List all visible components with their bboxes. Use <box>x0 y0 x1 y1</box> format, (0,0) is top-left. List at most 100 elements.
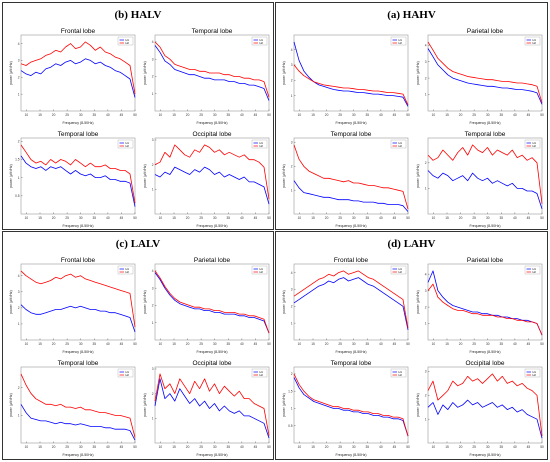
legend-box <box>117 265 134 275</box>
x-tick-label: 45 <box>527 445 531 449</box>
legend-box <box>524 36 541 46</box>
legend-box <box>251 265 268 275</box>
series-line-h2 <box>293 373 409 437</box>
x-tick-label: 20 <box>186 216 190 220</box>
series-line-h2 <box>20 41 136 95</box>
x-tick-label: 30 <box>352 113 356 117</box>
x-tick-label: 40 <box>240 445 244 449</box>
panel-title: (d) LAHV <box>387 238 436 250</box>
y-axis-label: power (µV²/Hz) <box>282 393 286 417</box>
series-line-h1 <box>427 170 543 210</box>
x-tick-label: 20 <box>186 445 190 449</box>
plot-area <box>20 263 136 341</box>
plot-area <box>293 34 409 112</box>
x-axis-label: Frequency (8-50Hz) <box>62 121 93 125</box>
series-line-h2 <box>20 270 136 328</box>
spectrum-chart: Occipital lobe 10 15 20 25 30 35 40 45 50 1 2 3 Frequ… <box>143 360 271 457</box>
y-tick-label: 2 <box>425 305 427 309</box>
x-tick-label: 30 <box>79 216 83 220</box>
x-tick-label: 10 <box>298 445 302 449</box>
x-tick-label: 50 <box>540 216 544 220</box>
series-line-h1 <box>427 399 543 439</box>
legend-box <box>390 139 407 149</box>
y-tick-label: 4 <box>425 272 427 276</box>
spectrum-chart: Frontal lobe 10 15 20 25 30 35 40 45 50 1 2 3 4 Freque… <box>9 28 137 125</box>
series-line-h2 <box>20 144 136 204</box>
legend-label: H2 <box>399 144 403 148</box>
x-tick-label: 20 <box>459 216 463 220</box>
x-tick-label: 10 <box>298 216 302 220</box>
x-tick-label: 10 <box>298 342 302 346</box>
series-line-h1 <box>154 378 270 439</box>
x-tick-label: 35 <box>366 445 370 449</box>
y-tick-label: 2 <box>291 165 293 169</box>
y-tick-label: 2 <box>18 386 20 390</box>
chart-title: Frontal lobe <box>61 257 96 264</box>
y-axis-label: power (µV²/Hz) <box>9 164 13 188</box>
y-axis-label: power (µV²/Hz) <box>282 164 286 188</box>
spectrum-chart: Temporal lobe 10 15 20 25 30 35 40 45 50 1 2 3 4 Frequ… <box>143 28 271 125</box>
plot-area <box>427 263 543 341</box>
x-tick-label: 20 <box>52 445 56 449</box>
spectrum-chart: 10 15 20 25 30 35 40 45 50 1 2 3 4 Frequency (8-50Hz)… <box>282 34 410 125</box>
series-line-h1 <box>20 404 136 441</box>
y-tick-label: 3 <box>152 57 154 61</box>
x-tick-label: 25 <box>472 113 476 117</box>
x-tick-label: 20 <box>325 216 329 220</box>
spectrum-chart: Frontal lobe 10 15 20 25 30 35 40 45 50 1 2 3 4 Freque… <box>282 257 410 354</box>
legend-label: H1 <box>533 141 537 145</box>
legend-label: H1 <box>260 141 264 145</box>
y-axis-label: power (µV²/Hz) <box>9 290 13 314</box>
x-tick-label: 35 <box>227 113 231 117</box>
legend-label: H2 <box>126 373 130 377</box>
legend-label: H2 <box>399 270 403 274</box>
y-axis-label: power (µV²/Hz) <box>416 290 420 314</box>
chart-title: Temporal lobe <box>58 131 99 138</box>
legend-label: H1 <box>399 38 403 42</box>
x-tick-label: 20 <box>52 216 56 220</box>
x-tick-label: 45 <box>120 342 124 346</box>
x-tick-label: 15 <box>38 342 42 346</box>
y-tick-label: 3 <box>291 63 293 67</box>
x-tick-label: 50 <box>133 445 137 449</box>
y-tick-label: 4 <box>291 271 293 275</box>
legend-box <box>251 36 268 46</box>
x-tick-label: 20 <box>325 445 329 449</box>
x-tick-label: 35 <box>366 342 370 346</box>
panel-hahv: (a) HAHV 10 15 20 25 30 35 40 45 50 1 2 3 4 Frequency… <box>275 2 548 230</box>
x-axis-label: Frequency (8-50Hz) <box>196 224 227 228</box>
y-tick-label: 2 <box>425 394 427 398</box>
spectrum-chart: Temporal lobe 10 15 20 25 30 35 40 45 50 1 2 Frequen… <box>9 360 137 457</box>
y-tick-label: 3 <box>18 59 20 63</box>
x-tick-label: 25 <box>199 342 203 346</box>
x-tick-label: 40 <box>513 342 517 346</box>
y-tick-label: 2 <box>425 76 427 80</box>
x-tick-label: 10 <box>432 342 436 346</box>
chart-title: Occipital lobe <box>192 360 231 367</box>
x-tick-label: 10 <box>298 113 302 117</box>
x-tick-label: 30 <box>486 113 490 117</box>
spectrum-chart: Occipital lobe 10 15 20 25 30 35 40 45 50 1 2 3 Frequ… <box>143 131 271 228</box>
x-tick-label: 20 <box>459 342 463 346</box>
legend-label: H2 <box>399 41 403 45</box>
x-tick-label: 45 <box>120 113 124 117</box>
y-tick-label: 3 <box>152 286 154 290</box>
plot-area <box>20 366 136 444</box>
x-tick-label: 40 <box>240 342 244 346</box>
x-tick-label: 50 <box>267 113 271 117</box>
legend-label: H2 <box>260 373 264 377</box>
y-tick-label: 1 <box>152 188 154 192</box>
series-line-h2 <box>154 41 270 98</box>
x-tick-label: 15 <box>311 216 315 220</box>
y-tick-label: 2 <box>18 139 20 143</box>
y-tick-label: 1 <box>425 93 427 97</box>
x-tick-label: 20 <box>459 445 463 449</box>
x-axis-label: Frequency (8-50Hz) <box>469 350 500 354</box>
x-tick-label: 40 <box>513 445 517 449</box>
x-tick-label: 50 <box>133 113 137 117</box>
x-tick-label: 30 <box>486 445 490 449</box>
x-tick-label: 10 <box>25 342 29 346</box>
series-line-h1 <box>20 58 136 98</box>
x-tick-label: 25 <box>199 216 203 220</box>
x-tick-label: 50 <box>540 113 544 117</box>
